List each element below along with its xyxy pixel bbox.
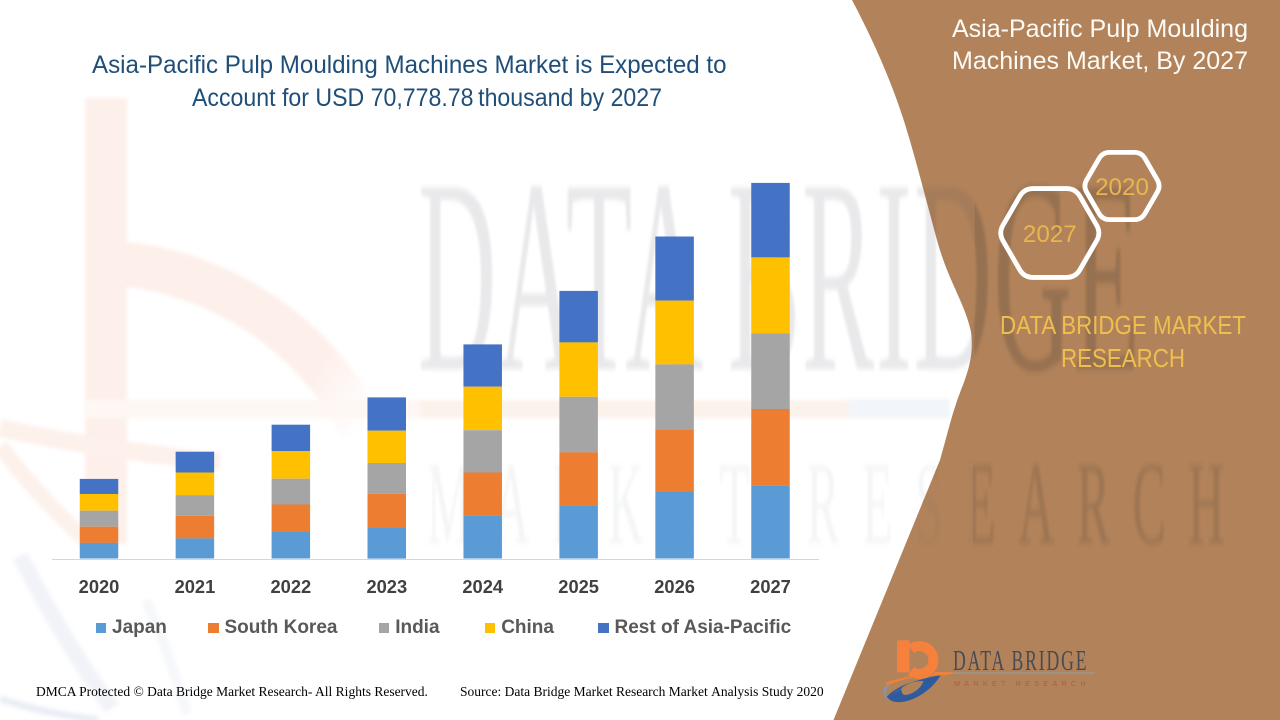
svg-text:2027: 2027: [1023, 221, 1077, 248]
svg-text:DATA BRIDGE: DATA BRIDGE: [953, 646, 1088, 677]
svg-text:2020: 2020: [1095, 174, 1149, 201]
svg-text:MARKET RESEARCH: MARKET RESEARCH: [954, 679, 1090, 688]
